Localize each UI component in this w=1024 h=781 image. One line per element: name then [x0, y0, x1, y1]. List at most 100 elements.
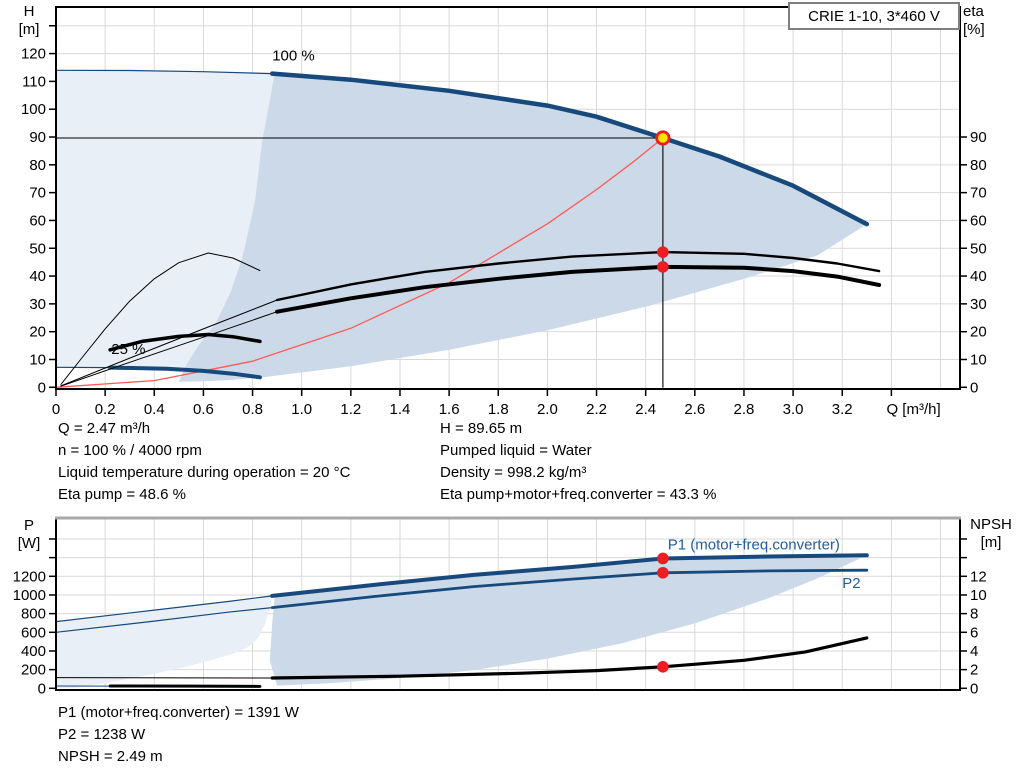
p1-curve-bold [270, 553, 869, 598]
info-line-n: n = 100 % / 4000 rpm [58, 442, 202, 459]
axis-title-eta-unit: [%] [963, 21, 985, 38]
y-left-tick-label: 1200 [13, 568, 46, 585]
x-tick-label: 2.2 [586, 401, 607, 418]
hq-curve-100-bold [269, 71, 870, 227]
y-left-tick-label: 1000 [13, 587, 46, 604]
y-right-tick-label: 50 [970, 240, 987, 257]
y-left-tick-label: 80 [29, 157, 46, 174]
y-right-tick-label: 6 [970, 624, 978, 641]
npsh-dot [657, 661, 669, 673]
x-tick-label: 1.6 [439, 401, 460, 418]
power-envelope-light [56, 595, 273, 689]
x-tick-label: 2.4 [635, 401, 656, 418]
y-right-tick-label: 40 [970, 268, 987, 285]
bottom-right-axis-title: NPSH [m] [962, 516, 1020, 552]
axis-title-h-unit: [m] [18, 21, 40, 38]
x-tick-label: 0.8 [242, 401, 263, 418]
duty-info-right: H = 89.65 m Pumped liquid = Water Densit… [440, 418, 716, 506]
eta-pmf-100-thin [60, 311, 278, 387]
axis-title-npsh-unit: [m] [980, 534, 1002, 551]
axis-title-npsh: NPSH [970, 516, 1012, 533]
power-info: P1 (motor+freq.converter) = 1391 W P2 = … [58, 702, 299, 768]
info-line-temp: Liquid temperature during operation = 20… [58, 464, 351, 481]
y-left-tick-label: 0 [38, 680, 46, 697]
p1-curve-thin [55, 595, 273, 623]
info-line-p2: P2 = 1238 W [58, 726, 146, 743]
power-envelope-dark [269, 555, 867, 686]
info-line-p1: P1 (motor+freq.converter) = 1391 W [58, 704, 299, 721]
y-right-tick-label: 10 [970, 587, 987, 604]
x-tick-label: 0.2 [95, 401, 116, 418]
y-left-tick-label: 0 [38, 379, 46, 396]
p1-dot [657, 552, 669, 565]
y-right-tick-label: 4 [970, 643, 978, 660]
p2-dot [657, 566, 669, 579]
axis-title-p-unit: [W] [17, 535, 41, 552]
info-line-npsh: NPSH = 2.49 m [58, 748, 163, 765]
x-tick-label: 1.0 [291, 401, 312, 418]
y-right-tick-label: 10 [970, 351, 987, 368]
axis-title-h: H [23, 3, 35, 20]
eta-pmf-100-bold [275, 264, 882, 314]
x-tick-label: 2.8 [734, 401, 755, 418]
curve-label: 25 % [111, 341, 145, 358]
y-left-tick-label: 50 [29, 240, 46, 257]
axis-title-eta: eta [963, 3, 984, 20]
y-right-tick-label: 80 [970, 157, 987, 174]
y-left-tick-label: 10 [29, 351, 46, 368]
eta-pump-100-thin [60, 299, 278, 387]
eta-pump-dot [657, 246, 669, 258]
npsh-curve-bold [270, 636, 869, 680]
y-left-tick-label: 20 [29, 324, 46, 341]
x-tick-label: 0.4 [144, 401, 165, 418]
x-axis-title: Q [m³/h] [886, 401, 940, 418]
y-right-tick-label: 20 [970, 324, 987, 341]
y-right-tick-label: 0 [970, 379, 978, 396]
y-left-tick-label: 100 [21, 101, 46, 118]
eta-pump-25 [60, 252, 261, 385]
y-right-tick-label: 2 [970, 662, 978, 679]
pump-title: CRIE 1-10, 3*460 V [808, 7, 940, 25]
info-line-liquid: Pumped liquid = Water [440, 442, 592, 459]
plot-frame-top [55, 6, 961, 390]
curve-label: 100 % [272, 48, 315, 65]
y-right-tick-label: 8 [970, 606, 978, 623]
y-left-tick-label: 120 [21, 46, 46, 63]
x-tick-label: 3.0 [783, 401, 804, 418]
duty-info-left: Q = 2.47 m³/h n = 100 % / 4000 rpm Liqui… [58, 418, 350, 506]
info-line-eta-pump: Eta pump = 48.6 % [58, 486, 186, 503]
y-left-tick-label: 600 [21, 624, 46, 641]
y-right-tick-label: 60 [970, 212, 987, 229]
y-left-tick-label: 400 [21, 643, 46, 660]
y-left-tick-label: 200 [21, 662, 46, 679]
x-tick-label: 0 [52, 401, 60, 418]
y-left-tick-label: 30 [29, 296, 46, 313]
y-left-tick-label: 60 [29, 212, 46, 229]
duty-point-marker[interactable] [655, 130, 671, 146]
curve-label: P1 (motor+freq.converter) [668, 537, 840, 554]
top-right-axis-title: eta [%] [963, 3, 1005, 39]
hq-curve-100-thin [55, 69, 273, 75]
x-tick-label: 1.4 [390, 401, 411, 418]
y-right-tick-label: 90 [970, 129, 987, 146]
axis-title-p: P [23, 517, 34, 534]
x-tick-label: 0.6 [193, 401, 214, 418]
npsh-curve-25 [108, 684, 262, 688]
curve-label: P2 [842, 575, 860, 592]
hq-curve-25-bold [108, 365, 262, 380]
p2-curve-bold [270, 568, 869, 609]
y-right-tick-label: 0 [970, 680, 978, 697]
y-right-tick-label: 12 [970, 568, 987, 585]
x-tick-label: 3.2 [832, 401, 853, 418]
x-tick-label: 1.2 [340, 401, 361, 418]
x-tick-label: 1.8 [488, 401, 509, 418]
info-line-eta-total: Eta pump+motor+freq.converter = 43.3 % [440, 486, 717, 503]
x-tick-label: 2.6 [684, 401, 705, 418]
y-left-tick-label: 40 [29, 268, 46, 285]
top-left-axis-title: H [m] [8, 3, 50, 39]
eta-pump-100-bold [275, 250, 881, 302]
y-right-tick-label: 70 [970, 185, 987, 202]
eta-pmf-dot [657, 261, 669, 273]
